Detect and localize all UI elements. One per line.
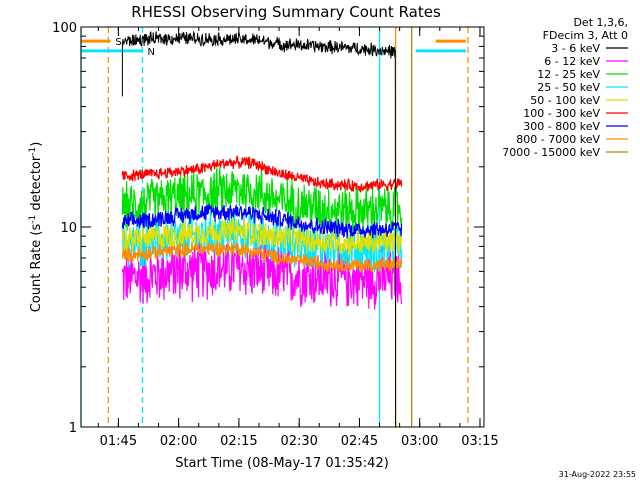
- series-line-7: [121, 241, 403, 273]
- series-line-4: [121, 217, 403, 257]
- series-line-0: [121, 30, 397, 428]
- flag-n-label: N: [147, 47, 154, 58]
- y-axis-label-sup2: -1: [28, 147, 38, 156]
- x-tick-label-4: 02:45: [341, 434, 378, 449]
- x-tick-label-6: 03:15: [461, 434, 498, 449]
- legend-header-line-2: FDecim 3, Att 0: [543, 29, 628, 42]
- legend-entry-0: 3 - 6 keV: [551, 42, 600, 55]
- legend-entry-6: 300 - 800 keV: [523, 120, 600, 133]
- x-tick-label-5: 03:00: [401, 434, 438, 449]
- series-line-6: [121, 203, 403, 239]
- axis-ticks: 01:45 02:00 02:15 02:30 02:45 03:00 03:15 1 10 10…: [52, 21, 499, 449]
- legend-entry-4: 50 - 100 keV: [530, 94, 600, 107]
- x-axis-label: Start Time (08-May-17 01:35:42): [175, 456, 389, 471]
- series-line-5: [121, 155, 403, 193]
- plot-frame: [80, 26, 485, 428]
- legend-entry-5: 100 - 300 keV: [523, 107, 600, 120]
- legend-entry-7: 800 - 7000 keV: [516, 133, 600, 146]
- y-axis-label-part1: Count Rate (s: [29, 224, 44, 313]
- y-axis-label-part2: detector: [29, 155, 44, 215]
- series-line-1: [121, 238, 403, 310]
- x-tick-label-1: 02:00: [160, 434, 197, 449]
- legend-entry-2: 12 - 25 keV: [537, 68, 600, 81]
- y-tick-label-1: 10: [60, 221, 77, 236]
- x-tick-label-3: 02:30: [280, 434, 317, 449]
- legend-entry-3: 25 - 50 keV: [537, 81, 600, 94]
- y-tick-label-2: 100: [52, 21, 77, 36]
- legend-entry-1: 6 - 12 keV: [544, 55, 600, 68]
- series-group: [121, 30, 403, 428]
- y-axis-label-sup1: -1: [28, 215, 38, 224]
- x-tick-label-2: 02:15: [220, 434, 257, 449]
- chart-title: RHESSI Observing Summary Count Rates: [131, 3, 441, 21]
- legend-entry-8: 7000 - 15000 keV: [502, 146, 600, 159]
- y-tick-label-0: 1: [69, 421, 77, 436]
- series-line-2: [121, 166, 403, 235]
- legend-header-line-1: Det 1,3,6,: [573, 16, 628, 29]
- timestamp-stamp: 31-Aug-2022 23:55: [559, 470, 636, 479]
- flag-s-label: S: [115, 37, 121, 48]
- y-axis-label: Count Rate (s-1 detector-1): [28, 142, 44, 313]
- x-tick-label-0: 01:45: [100, 434, 137, 449]
- y-axis-label-end: ): [29, 142, 44, 147]
